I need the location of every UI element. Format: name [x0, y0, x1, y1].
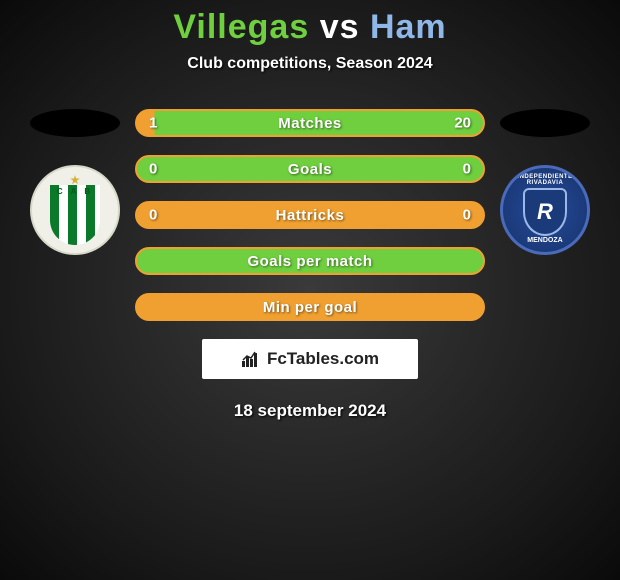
vs-text: vs — [320, 8, 360, 46]
date-text: 18 september 2024 — [0, 401, 620, 421]
club-crest-right: INDEPENDIENTE RIVADAVIA R MENDOZA — [500, 165, 590, 255]
stat-left-value: 1 — [149, 115, 157, 132]
subtitle: Club competitions, Season 2024 — [0, 55, 620, 73]
stat-label: Goals per match — [247, 253, 372, 270]
branding-text: FcTables.com — [267, 349, 379, 369]
crest-right-bottom: MENDOZA — [503, 237, 587, 244]
comparison-card: Villegas vs Ham Club competitions, Seaso… — [0, 0, 620, 421]
crest-right-top: INDEPENDIENTE RIVADAVIA — [503, 174, 587, 186]
stat-label: Hattricks — [276, 207, 345, 224]
stat-bar-matches: 1 Matches 20 — [135, 109, 485, 137]
stat-right-value: 20 — [454, 115, 471, 132]
crest-right-shield: R — [523, 188, 567, 236]
right-side: INDEPENDIENTE RIVADAVIA R MENDOZA — [485, 101, 605, 255]
stat-label: Goals — [288, 161, 332, 178]
stat-bars: 1 Matches 20 0 Goals 0 0 Hattricks 0 Goa… — [135, 101, 485, 321]
shadow-ellipse-left — [30, 109, 120, 137]
left-side: C A B — [15, 101, 135, 255]
stat-bar-hattricks: 0 Hattricks 0 — [135, 201, 485, 229]
main-row: C A B 1 Matches 20 0 Goals 0 0 Hattricks… — [0, 101, 620, 321]
stat-label: Min per goal — [263, 299, 357, 316]
branding-box: FcTables.com — [202, 339, 418, 379]
stat-right-value: 0 — [463, 161, 471, 178]
stat-bar-min-per-goal: Min per goal — [135, 293, 485, 321]
player1-name: Villegas — [173, 8, 309, 46]
page-title: Villegas vs Ham — [0, 8, 620, 47]
stat-label: Matches — [278, 115, 342, 132]
stat-left-value: 0 — [149, 207, 157, 224]
club-crest-left: C A B — [30, 165, 120, 255]
bar-chart-icon — [241, 349, 261, 369]
crest-right-letter: R — [537, 199, 553, 225]
stat-bar-goals-per-match: Goals per match — [135, 247, 485, 275]
player2-name: Ham — [370, 8, 447, 46]
stat-left-value: 0 — [149, 161, 157, 178]
crest-left-initials: C A B — [57, 187, 93, 196]
stat-bar-goals: 0 Goals 0 — [135, 155, 485, 183]
shadow-ellipse-right — [500, 109, 590, 137]
stat-right-value: 0 — [463, 207, 471, 224]
